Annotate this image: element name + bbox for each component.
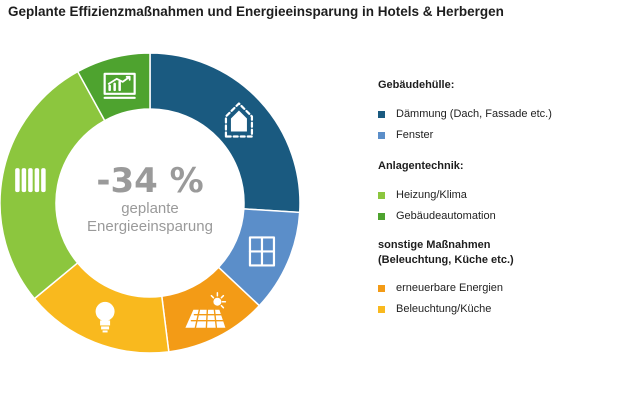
light-bulb-icon [95, 301, 115, 333]
legend-group-anlagentechnik: Anlagentechnik: Heizung/Klima Gebäudeaut… [378, 159, 628, 224]
monitor-chart-icon [103, 72, 136, 99]
legend-label: Fenster [396, 129, 434, 141]
legend-group-title-line1: sonstige Maßnahmen [378, 239, 491, 251]
legend-group-gebaeudehuelle: Gebäudehülle: Dämmung (Dach, Fassade etc… [378, 78, 628, 143]
legend-label: erneuerbare Energien [396, 282, 504, 294]
legend-swatch [378, 212, 385, 220]
center-value: -34 % [96, 161, 203, 201]
legend-swatch [378, 305, 385, 313]
legend-label: Dämmung (Dach, Fassade etc.) [396, 108, 552, 120]
legend-item-gebaeudeautomation: Gebäudeautomation [378, 208, 628, 224]
radiator-icon [15, 168, 46, 193]
donut-slice-5 [0, 70, 106, 300]
solar-panel-icon [185, 291, 227, 329]
legend-item-fenster: Fenster [378, 127, 628, 143]
legend-label: Beleuchtung/Küche [396, 303, 492, 315]
legend-swatch [378, 110, 385, 118]
legend-group-title: Anlagentechnik: [378, 160, 464, 172]
legend-label: Heizung/Klima [396, 189, 467, 201]
window-icon [248, 236, 276, 267]
legend: Gebäudehülle: Dämmung (Dach, Fassade etc… [378, 78, 628, 317]
legend-label: Gebäudeautomation [396, 210, 496, 222]
legend-item-heizung: Heizung/Klima [378, 187, 628, 203]
center-label-line2: Energieeinsparung [87, 218, 213, 235]
legend-item-erneuerbare: erneuerbare Energien [378, 280, 628, 296]
legend-group-title-line2: (Beleuchtung, Küche etc.) [378, 254, 514, 266]
legend-group-sonstige: sonstige Maßnahmen (Beleuchtung, Küche e… [378, 238, 628, 317]
legend-item-daemmung: Dämmung (Dach, Fassade etc.) [378, 106, 628, 122]
legend-swatch [378, 131, 385, 139]
legend-group-title: Gebäudehülle: [378, 79, 455, 91]
center-label-line1: geplante [121, 200, 179, 217]
legend-swatch [378, 284, 385, 292]
legend-swatch [378, 191, 385, 199]
legend-item-beleuchtung: Beleuchtung/Küche [378, 301, 628, 317]
house-icon [224, 102, 254, 138]
chart-title: Geplante Effizienzmaßnahmen und Energiee… [8, 4, 504, 19]
